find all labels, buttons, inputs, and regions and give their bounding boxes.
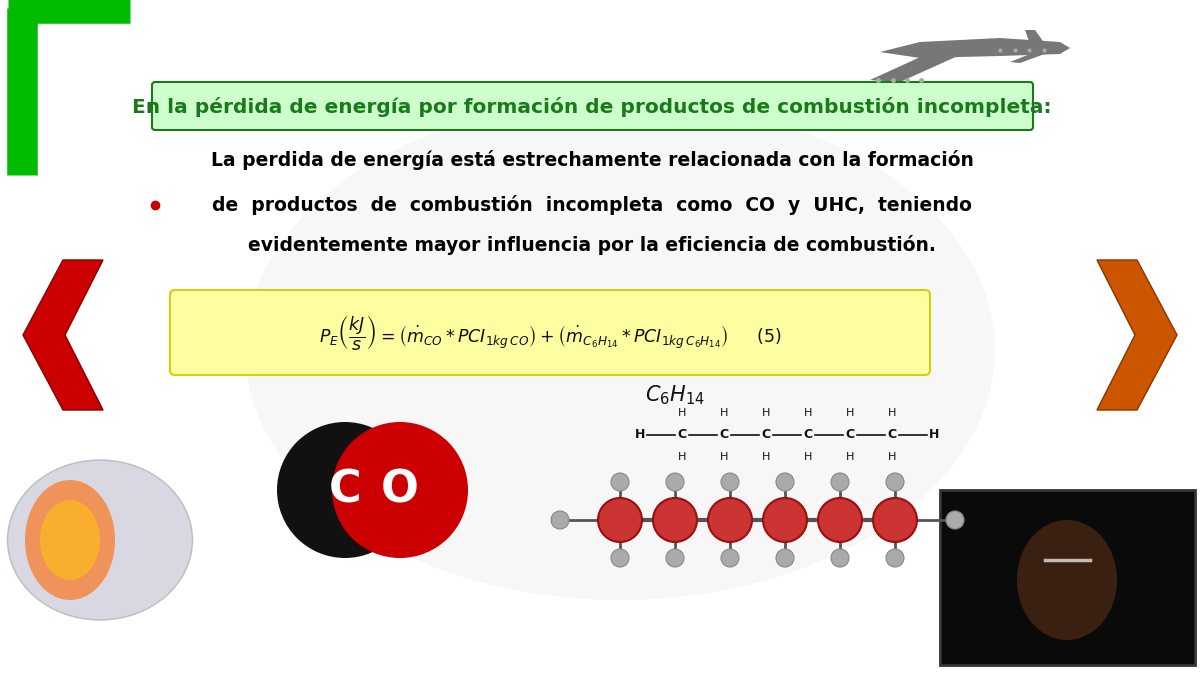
Text: H: H — [929, 429, 940, 441]
Ellipse shape — [1018, 520, 1117, 640]
Text: C: C — [678, 429, 686, 441]
Circle shape — [611, 549, 629, 567]
Circle shape — [598, 498, 642, 542]
Text: H: H — [762, 452, 770, 462]
Text: $C_6H_{14}$: $C_6H_{14}$ — [646, 383, 704, 407]
Text: H: H — [720, 452, 728, 462]
Text: O: O — [382, 468, 419, 512]
Text: H: H — [762, 408, 770, 418]
Circle shape — [946, 511, 964, 529]
Polygon shape — [1097, 260, 1177, 410]
Text: C: C — [888, 429, 896, 441]
Text: H: H — [888, 452, 896, 462]
Text: H: H — [635, 429, 646, 441]
Circle shape — [776, 473, 794, 491]
Circle shape — [763, 498, 808, 542]
Text: H: H — [846, 452, 854, 462]
Circle shape — [721, 549, 739, 567]
Text: H: H — [846, 408, 854, 418]
Circle shape — [818, 498, 862, 542]
Bar — [940, 490, 1195, 665]
Text: C: C — [846, 429, 854, 441]
Text: H: H — [720, 408, 728, 418]
Ellipse shape — [40, 500, 100, 580]
Polygon shape — [23, 260, 103, 410]
Text: H: H — [678, 408, 686, 418]
Ellipse shape — [7, 460, 192, 620]
FancyBboxPatch shape — [152, 82, 1033, 130]
Circle shape — [666, 549, 684, 567]
Polygon shape — [880, 38, 1070, 58]
Circle shape — [551, 511, 569, 529]
Polygon shape — [1025, 30, 1045, 44]
Text: C: C — [804, 429, 812, 441]
Text: C: C — [329, 468, 361, 512]
Circle shape — [653, 498, 697, 542]
Circle shape — [776, 549, 794, 567]
Text: $P_E\left(\dfrac{kJ}{s}\right) = \left(\dot{m}_{CO} * PCI_{1kg\,CO}\right) + \le: $P_E\left(\dfrac{kJ}{s}\right) = \left(\… — [319, 313, 781, 352]
Polygon shape — [870, 48, 960, 82]
Text: H: H — [804, 408, 812, 418]
Circle shape — [886, 549, 904, 567]
Circle shape — [874, 498, 917, 542]
Text: H: H — [678, 452, 686, 462]
Text: La perdida de energía está estrechamente relacionada con la formación: La perdida de energía está estrechamente… — [210, 150, 973, 170]
Text: de  productos  de  combustión  incompleta  como  CO  y  UHC,  teniendo: de productos de combustión incompleta co… — [212, 195, 972, 215]
Text: evidentemente mayor influencia por la eficiencia de combustión.: evidentemente mayor influencia por la ef… — [248, 235, 936, 255]
Circle shape — [830, 473, 850, 491]
Text: C: C — [720, 429, 728, 441]
Polygon shape — [1010, 48, 1050, 63]
Circle shape — [830, 549, 850, 567]
Text: H: H — [804, 452, 812, 462]
Ellipse shape — [25, 480, 115, 600]
Circle shape — [721, 473, 739, 491]
Circle shape — [611, 473, 629, 491]
Circle shape — [332, 422, 468, 558]
Circle shape — [708, 498, 752, 542]
Ellipse shape — [245, 100, 995, 600]
Text: C: C — [762, 429, 770, 441]
Text: En la pérdida de energía por formación de productos de combustión incompleta:: En la pérdida de energía por formación d… — [132, 97, 1051, 117]
Circle shape — [666, 473, 684, 491]
Text: H: H — [888, 408, 896, 418]
Circle shape — [277, 422, 413, 558]
Circle shape — [886, 473, 904, 491]
FancyBboxPatch shape — [170, 290, 930, 375]
